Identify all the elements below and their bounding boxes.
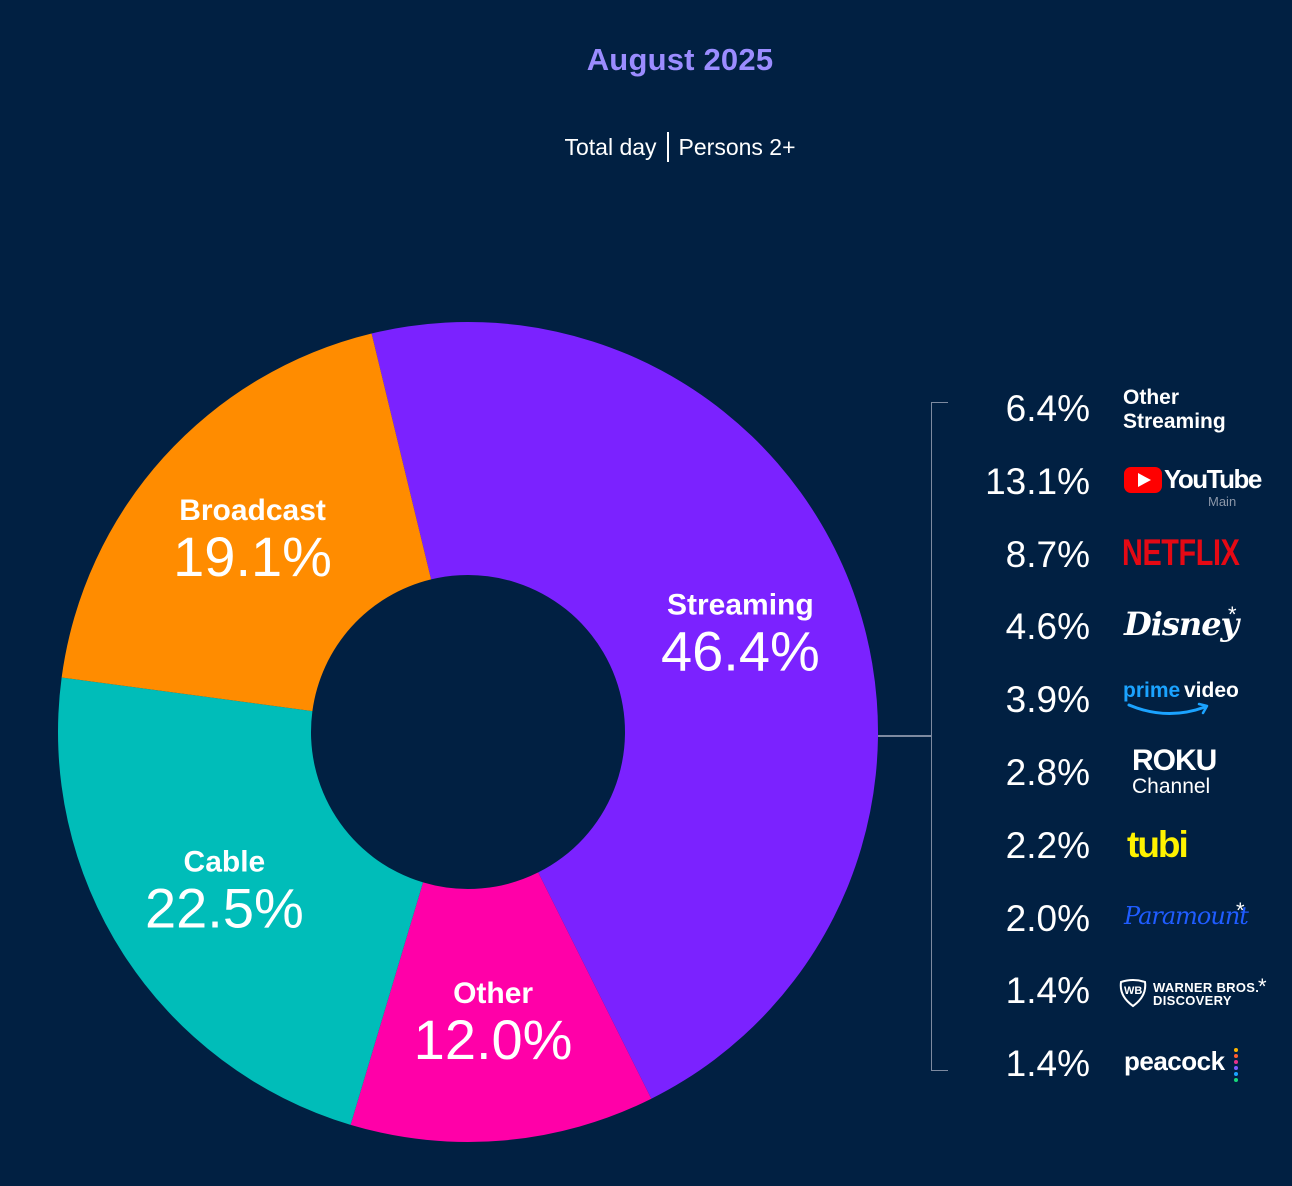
subtitle-divider bbox=[666, 132, 669, 162]
youtube-wordmark: YouTube bbox=[1164, 464, 1262, 494]
wbd-asterisk: * bbox=[1258, 974, 1267, 999]
youtube-play-icon bbox=[1124, 467, 1162, 493]
wbd-logo: WB WARNER BROS. DISCOVERY bbox=[1118, 978, 1268, 1010]
slice-value-streaming: 46.4% bbox=[661, 619, 820, 682]
other-streaming-label: Other Streaming bbox=[1123, 386, 1226, 434]
breakdown-value: 13.1% bbox=[985, 460, 1090, 502]
breakdown-value: 6.4% bbox=[1005, 388, 1090, 429]
bracket-connector bbox=[878, 735, 931, 737]
disney-logo: Disney bbox=[1124, 605, 1239, 643]
video-word: video bbox=[1184, 679, 1239, 702]
peacock-wordmark: peacock bbox=[1124, 1046, 1225, 1076]
other-streaming-line2: Streaming bbox=[1123, 410, 1226, 433]
prime-video-logo: prime video bbox=[1123, 679, 1243, 719]
breakdown-value: 8.7% bbox=[1005, 533, 1090, 575]
wb-shield-icon bbox=[1119, 979, 1147, 1008]
roku-channel-word: Channel bbox=[1132, 775, 1211, 798]
other-streaming-line1: Other bbox=[1123, 386, 1180, 409]
slice-label-streaming: Streaming bbox=[667, 588, 814, 621]
slice-value-other: 12.0% bbox=[414, 1008, 573, 1071]
breakdown-value: 4.6% bbox=[1005, 606, 1090, 648]
subtitle-audience: Persons 2+ bbox=[678, 134, 796, 160]
breakdown-bracket bbox=[931, 402, 948, 1071]
chart-title: August 2025 bbox=[586, 42, 774, 77]
roku-channel-logo: ROKU Channel bbox=[1132, 744, 1217, 798]
breakdown-value: 2.2% bbox=[1005, 824, 1090, 866]
roku-wordmark: ROKU bbox=[1132, 744, 1217, 777]
wb-mark: WB bbox=[1124, 985, 1143, 997]
tubi-logo: tubi bbox=[1127, 824, 1189, 865]
subtitle-daypart: Total day bbox=[564, 134, 657, 160]
slice-label-broadcast: Broadcast bbox=[179, 494, 326, 527]
breakdown-value: 3.9% bbox=[1005, 679, 1090, 721]
breakdown-value: 2.0% bbox=[1005, 897, 1090, 939]
peacock-dots-icon bbox=[1234, 1048, 1239, 1082]
breakdown-value: 1.4% bbox=[1005, 970, 1090, 1012]
disney-asterisk: * bbox=[1228, 602, 1237, 627]
breakdown-value: 2.8% bbox=[1005, 752, 1090, 793]
wbd-line2: DISCOVERY bbox=[1153, 993, 1232, 1008]
prime-word: prime bbox=[1123, 679, 1181, 702]
prime-smile-icon bbox=[1127, 702, 1209, 716]
slice-broadcast bbox=[61, 333, 432, 712]
slice-streaming bbox=[371, 322, 879, 1099]
youtube-logo: YouTube Main bbox=[1123, 464, 1262, 510]
slice-cable bbox=[57, 677, 424, 1125]
slice-value-broadcast: 19.1% bbox=[173, 525, 332, 588]
paramount-asterisk: * bbox=[1236, 898, 1245, 923]
wbd-line1: WARNER BROS. bbox=[1153, 980, 1260, 995]
slice-value-cable: 22.5% bbox=[145, 876, 304, 939]
slice-label-other: Other bbox=[453, 977, 533, 1010]
slice-label-cable: Cable bbox=[184, 845, 266, 878]
paramount-logo: Paramount bbox=[1124, 902, 1249, 930]
netflix-logo: NETFLIX bbox=[1122, 532, 1240, 573]
youtube-sublabel: Main bbox=[1208, 494, 1237, 509]
chart-subtitle: Total day Persons 2+ bbox=[0, 132, 1292, 162]
slice-other bbox=[350, 872, 652, 1142]
breakdown-value: 1.4% bbox=[1005, 1043, 1090, 1085]
peacock-logo: peacock bbox=[1124, 1046, 1244, 1082]
